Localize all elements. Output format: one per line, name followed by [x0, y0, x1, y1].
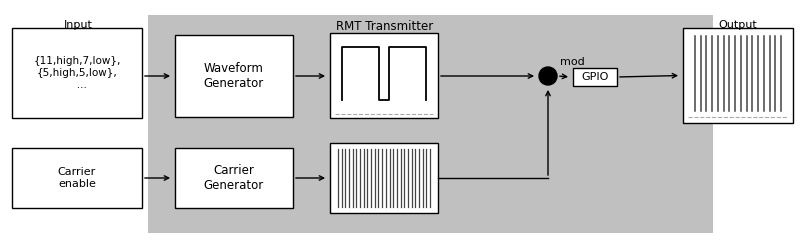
- Text: Input: Input: [63, 20, 92, 30]
- FancyBboxPatch shape: [175, 35, 292, 117]
- FancyBboxPatch shape: [573, 68, 616, 86]
- FancyBboxPatch shape: [12, 148, 142, 208]
- FancyBboxPatch shape: [12, 28, 142, 118]
- Text: Carrier
enable: Carrier enable: [58, 167, 96, 189]
- FancyBboxPatch shape: [148, 15, 712, 233]
- Text: Output: Output: [718, 20, 756, 30]
- Text: mod: mod: [560, 57, 584, 67]
- FancyBboxPatch shape: [329, 33, 438, 118]
- Text: RMT Transmitter: RMT Transmitter: [336, 20, 433, 33]
- Circle shape: [538, 67, 556, 85]
- FancyBboxPatch shape: [175, 148, 292, 208]
- Text: Waveform
Generator: Waveform Generator: [204, 62, 264, 90]
- Text: GPIO: GPIO: [581, 72, 608, 82]
- Text: Carrier
Generator: Carrier Generator: [204, 164, 264, 192]
- FancyBboxPatch shape: [683, 28, 792, 123]
- Text: {11,high,7,low},
{5,high,5,low},
   ...: {11,high,7,low}, {5,high,5,low}, ...: [33, 56, 120, 90]
- FancyBboxPatch shape: [329, 143, 438, 213]
